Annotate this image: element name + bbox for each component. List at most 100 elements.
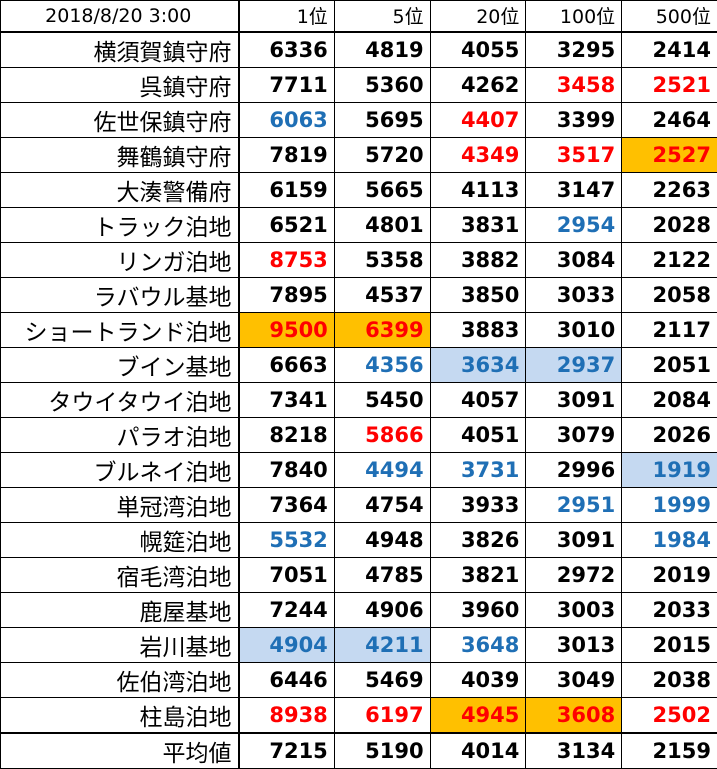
value-cell-100[interactable]: 3091 [526, 522, 622, 557]
value-cell-1[interactable]: 7895 [239, 277, 335, 312]
value-cell-20[interactable]: 3648 [430, 627, 526, 662]
value-cell-5[interactable]: 4494 [334, 452, 430, 487]
value-cell-5[interactable]: 5469 [334, 662, 430, 697]
value-cell-20[interactable]: 3933 [430, 487, 526, 522]
row-name-cell[interactable]: ブイン基地 [1, 347, 239, 382]
value-cell-100[interactable]: 3608 [526, 697, 622, 733]
average-value-500[interactable]: 2159 [622, 733, 717, 769]
column-header-1[interactable]: 1位 [239, 1, 335, 32]
value-cell-1[interactable]: 7364 [239, 487, 335, 522]
value-cell-1[interactable]: 5532 [239, 522, 335, 557]
value-cell-1[interactable]: 6521 [239, 207, 335, 242]
value-cell-20[interactable]: 3882 [430, 242, 526, 277]
value-cell-20[interactable]: 3883 [430, 312, 526, 347]
value-cell-1[interactable]: 6446 [239, 662, 335, 697]
column-header-5[interactable]: 5位 [334, 1, 430, 32]
value-cell-5[interactable]: 5360 [334, 67, 430, 102]
value-cell-5[interactable]: 5866 [334, 417, 430, 452]
value-cell-1[interactable]: 8218 [239, 417, 335, 452]
value-cell-1[interactable]: 6159 [239, 172, 335, 207]
value-cell-20[interactable]: 4055 [430, 32, 526, 68]
value-cell-100[interactable]: 3010 [526, 312, 622, 347]
value-cell-5[interactable]: 4948 [334, 522, 430, 557]
value-cell-500[interactable]: 2521 [622, 67, 717, 102]
value-cell-100[interactable]: 3033 [526, 277, 622, 312]
value-cell-500[interactable]: 2015 [622, 627, 717, 662]
row-name-cell[interactable]: 幌筵泊地 [1, 522, 239, 557]
value-cell-5[interactable]: 5695 [334, 102, 430, 137]
value-cell-20[interactable]: 3831 [430, 207, 526, 242]
average-value-5[interactable]: 5190 [334, 733, 430, 769]
value-cell-100[interactable]: 3013 [526, 627, 622, 662]
value-cell-5[interactable]: 5665 [334, 172, 430, 207]
value-cell-100[interactable]: 3003 [526, 592, 622, 627]
column-header-500[interactable]: 500位 [622, 1, 717, 32]
row-name-cell[interactable]: ブルネイ泊地 [1, 452, 239, 487]
value-cell-100[interactable]: 3295 [526, 32, 622, 68]
value-cell-100[interactable]: 3517 [526, 137, 622, 172]
value-cell-500[interactable]: 2414 [622, 32, 717, 68]
value-cell-500[interactable]: 1999 [622, 487, 717, 522]
value-cell-5[interactable]: 4754 [334, 487, 430, 522]
value-cell-100[interactable]: 3091 [526, 382, 622, 417]
row-name-cell[interactable]: パラオ泊地 [1, 417, 239, 452]
value-cell-5[interactable]: 5720 [334, 137, 430, 172]
value-cell-20[interactable]: 3850 [430, 277, 526, 312]
column-header-20[interactable]: 20位 [430, 1, 526, 32]
value-cell-5[interactable]: 4785 [334, 557, 430, 592]
value-cell-5[interactable]: 6197 [334, 697, 430, 733]
value-cell-100[interactable]: 3458 [526, 67, 622, 102]
value-cell-1[interactable]: 9500 [239, 312, 335, 347]
value-cell-100[interactable]: 2937 [526, 347, 622, 382]
average-value-100[interactable]: 3134 [526, 733, 622, 769]
value-cell-500[interactable]: 2084 [622, 382, 717, 417]
value-cell-20[interactable]: 4407 [430, 102, 526, 137]
value-cell-1[interactable]: 7819 [239, 137, 335, 172]
value-cell-500[interactable]: 1984 [622, 522, 717, 557]
value-cell-1[interactable]: 7840 [239, 452, 335, 487]
value-cell-20[interactable]: 3634 [430, 347, 526, 382]
value-cell-5[interactable]: 5450 [334, 382, 430, 417]
row-name-cell[interactable]: 佐伯湾泊地 [1, 662, 239, 697]
average-label[interactable]: 平均値 [1, 733, 239, 769]
value-cell-5[interactable]: 4801 [334, 207, 430, 242]
column-header-100[interactable]: 100位 [526, 1, 622, 32]
value-cell-500[interactable]: 2051 [622, 347, 717, 382]
row-name-cell[interactable]: タウイタウイ泊地 [1, 382, 239, 417]
value-cell-20[interactable]: 4113 [430, 172, 526, 207]
row-name-cell[interactable]: 鹿屋基地 [1, 592, 239, 627]
value-cell-1[interactable]: 4904 [239, 627, 335, 662]
value-cell-500[interactable]: 2122 [622, 242, 717, 277]
row-name-cell[interactable]: トラック泊地 [1, 207, 239, 242]
row-name-cell[interactable]: 呉鎮守府 [1, 67, 239, 102]
value-cell-1[interactable]: 6336 [239, 32, 335, 68]
value-cell-1[interactable]: 7244 [239, 592, 335, 627]
value-cell-5[interactable]: 4356 [334, 347, 430, 382]
value-cell-5[interactable]: 4537 [334, 277, 430, 312]
value-cell-20[interactable]: 4051 [430, 417, 526, 452]
value-cell-500[interactable]: 2033 [622, 592, 717, 627]
value-cell-100[interactable]: 3084 [526, 242, 622, 277]
value-cell-20[interactable]: 4349 [430, 137, 526, 172]
value-cell-5[interactable]: 6399 [334, 312, 430, 347]
row-name-cell[interactable]: 単冠湾泊地 [1, 487, 239, 522]
value-cell-5[interactable]: 4211 [334, 627, 430, 662]
value-cell-1[interactable]: 8938 [239, 697, 335, 733]
value-cell-5[interactable]: 4906 [334, 592, 430, 627]
row-name-cell[interactable]: ラバウル基地 [1, 277, 239, 312]
timestamp-cell[interactable]: 2018/8/20 3:00 [1, 1, 239, 32]
value-cell-20[interactable]: 3821 [430, 557, 526, 592]
value-cell-1[interactable]: 6663 [239, 347, 335, 382]
value-cell-500[interactable]: 2263 [622, 172, 717, 207]
value-cell-5[interactable]: 4819 [334, 32, 430, 68]
value-cell-5[interactable]: 5358 [334, 242, 430, 277]
value-cell-1[interactable]: 7051 [239, 557, 335, 592]
value-cell-100[interactable]: 2951 [526, 487, 622, 522]
value-cell-100[interactable]: 3399 [526, 102, 622, 137]
value-cell-500[interactable]: 2058 [622, 277, 717, 312]
value-cell-20[interactable]: 4039 [430, 662, 526, 697]
value-cell-500[interactable]: 2026 [622, 417, 717, 452]
value-cell-100[interactable]: 3079 [526, 417, 622, 452]
value-cell-20[interactable]: 4262 [430, 67, 526, 102]
value-cell-1[interactable]: 7711 [239, 67, 335, 102]
